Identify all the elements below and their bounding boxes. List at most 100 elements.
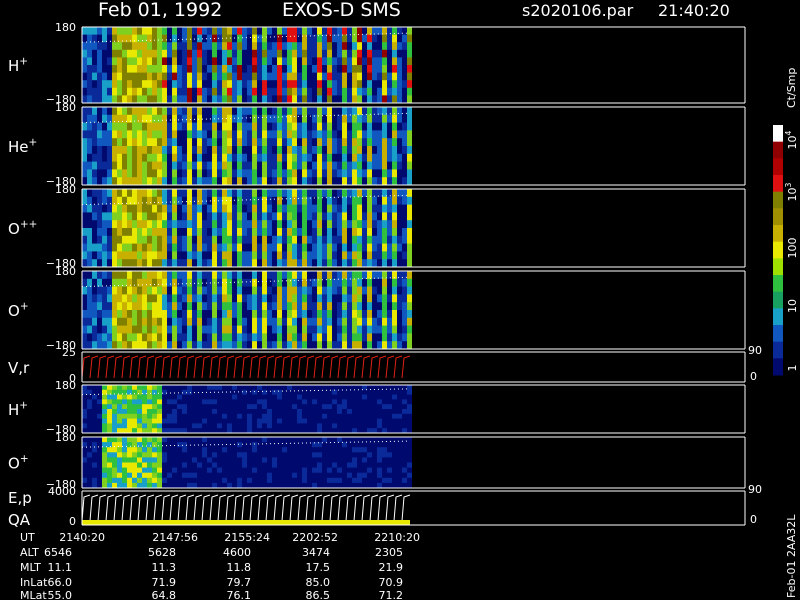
spectrogram-cell bbox=[117, 87, 122, 96]
spectrogram-cell bbox=[182, 271, 187, 280]
spectrogram-cell bbox=[262, 122, 267, 131]
spectrogram-cell bbox=[247, 482, 252, 489]
spectrogram-cell bbox=[182, 385, 187, 391]
spectrogram-cell bbox=[312, 325, 317, 334]
spectrogram-cell bbox=[272, 413, 277, 420]
row-label: MLT bbox=[20, 561, 41, 574]
spectrogram-cell bbox=[82, 333, 87, 342]
spectrogram-cell bbox=[127, 153, 132, 163]
spectrogram-cell bbox=[102, 169, 107, 178]
spectrogram-cell bbox=[362, 325, 367, 334]
spectrogram-cell bbox=[322, 130, 327, 139]
spectrogram-cell bbox=[257, 65, 262, 74]
spectrogram-cell bbox=[177, 80, 182, 89]
spectrogram-cell bbox=[152, 294, 157, 303]
spectrogram-cell bbox=[157, 418, 162, 424]
spectrogram-cell bbox=[117, 389, 122, 396]
spectrogram-cell bbox=[337, 87, 342, 96]
spectrogram-cell bbox=[177, 212, 182, 221]
spectrogram-cell bbox=[397, 177, 402, 186]
spectrogram-cell bbox=[242, 228, 247, 237]
spectrogram-cell bbox=[197, 177, 202, 186]
spectrogram-cell bbox=[237, 452, 242, 458]
spectrogram-cell bbox=[337, 27, 342, 36]
spectrogram-cell bbox=[292, 394, 297, 400]
spectrogram-cell bbox=[242, 271, 247, 280]
spectrogram-cell bbox=[187, 452, 192, 458]
spectrogram-cell bbox=[377, 404, 382, 410]
spectrogram-cell bbox=[307, 472, 312, 479]
spectrogram-cell bbox=[322, 57, 327, 66]
spectrogram-cell bbox=[357, 27, 362, 36]
spectrogram-cell bbox=[177, 413, 182, 420]
spectrogram-cell bbox=[172, 196, 177, 206]
cell: 2147:56 bbox=[152, 531, 198, 544]
spectrogram-cell bbox=[272, 271, 277, 280]
spectrogram-cell bbox=[367, 394, 372, 400]
spectrogram-cell bbox=[282, 251, 287, 260]
spectrogram-cell bbox=[347, 189, 352, 198]
spectrogram-cell bbox=[137, 399, 142, 405]
spectrogram-cell bbox=[347, 27, 352, 36]
spectrogram-cell bbox=[107, 389, 112, 396]
spectrogram-cell bbox=[267, 65, 272, 74]
spectrogram-cell bbox=[192, 177, 197, 186]
spectrogram-cell bbox=[207, 389, 212, 396]
spectrogram-cell bbox=[387, 317, 392, 327]
spectrogram-cell bbox=[197, 418, 202, 424]
spectrogram-cell bbox=[342, 80, 347, 89]
axis-right-bottom: 0 bbox=[750, 370, 757, 383]
spectrogram-cell bbox=[127, 220, 132, 229]
spectrogram-cell bbox=[312, 80, 317, 89]
spectrogram-cell bbox=[332, 467, 337, 474]
spectrogram-cell bbox=[342, 42, 347, 51]
spectrogram-cell bbox=[137, 462, 142, 469]
spectrogram-cell bbox=[242, 204, 247, 213]
spectrogram-cell bbox=[327, 442, 332, 448]
spectrogram-cell bbox=[247, 317, 252, 327]
spectrogram-cell bbox=[237, 413, 242, 420]
spectrogram-cell bbox=[177, 65, 182, 74]
spectrogram-cell bbox=[122, 107, 127, 116]
spectrogram-cell bbox=[402, 251, 407, 260]
spectrogram-cell bbox=[232, 385, 237, 391]
spectrogram-cell bbox=[157, 130, 162, 139]
spectrogram-cell bbox=[387, 389, 392, 396]
spectrogram-cell bbox=[247, 325, 252, 334]
spectrogram-cell bbox=[407, 146, 412, 155]
spectrogram-cell bbox=[152, 49, 157, 58]
spectrogram-cell bbox=[257, 457, 262, 463]
spectrogram-cell bbox=[357, 472, 362, 479]
spectrogram-cell bbox=[187, 302, 192, 311]
spectrogram-cell bbox=[202, 259, 207, 268]
spectrogram-cell bbox=[392, 325, 397, 334]
spectrogram-cell bbox=[232, 169, 237, 178]
spectrogram-cell bbox=[307, 235, 312, 245]
spectrogram-cell bbox=[232, 87, 237, 96]
spectrogram-cell bbox=[352, 271, 357, 280]
cell: 2202:52 bbox=[292, 531, 338, 544]
spectrogram-cell bbox=[212, 294, 217, 303]
spectrogram-cell bbox=[327, 72, 332, 81]
spectrogram-cell bbox=[222, 394, 227, 400]
spectrogram-cell bbox=[257, 404, 262, 410]
spectrogram-cell bbox=[297, 138, 302, 147]
spectrogram-cell bbox=[357, 49, 362, 58]
spectrogram-cell bbox=[127, 294, 132, 303]
spectrogram-cell bbox=[387, 114, 392, 124]
spectrogram-cell bbox=[327, 472, 332, 479]
spectrogram-cell bbox=[222, 95, 227, 104]
spectrogram-cell bbox=[402, 153, 407, 163]
spectrogram-cell bbox=[117, 204, 122, 213]
spectrogram-cell bbox=[397, 472, 402, 479]
spectrogram-cell bbox=[112, 447, 117, 453]
spectrogram-cell bbox=[267, 423, 272, 429]
colorbar-label: 104 bbox=[784, 130, 799, 149]
spectrogram-cell bbox=[247, 399, 252, 405]
spectrogram-cell bbox=[317, 235, 322, 245]
spectrogram-cell bbox=[287, 477, 292, 484]
spectrogram-cell bbox=[92, 27, 97, 36]
spectrogram-cell bbox=[277, 34, 282, 43]
spectrogram-cell bbox=[327, 477, 332, 484]
spectrogram-cell bbox=[327, 196, 332, 206]
